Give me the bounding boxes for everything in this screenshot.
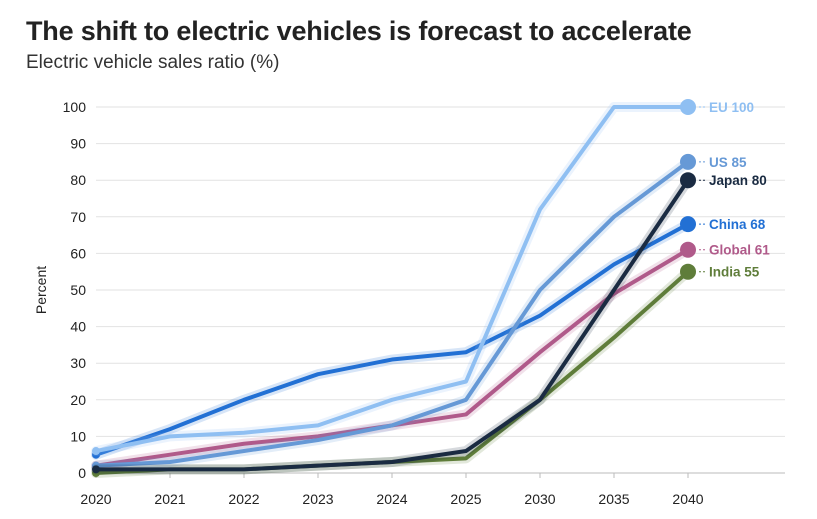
y-axis: 0 10 20 30 40 50 60 70 80 90 100: [63, 99, 87, 481]
y-tick-label: 10: [70, 428, 86, 444]
series-start-point-japan: [92, 465, 100, 474]
x-tick-label: 2025: [450, 491, 481, 507]
series-line-japan: [94, 178, 690, 472]
end-marker-india: [680, 263, 696, 280]
x-tick-label: 2021: [154, 491, 185, 507]
end-marker-china: [680, 216, 696, 233]
x-tick-label: 2030: [524, 491, 555, 507]
series-line-us: [94, 159, 690, 468]
series-line-china: [94, 222, 690, 457]
end-marker-us: [680, 153, 696, 170]
end-marker-japan: [680, 172, 696, 189]
x-tick-label: 2040: [672, 491, 703, 507]
chart-title: The shift to electric vehicles is foreca…: [26, 16, 692, 46]
end-label-global: Global 61: [709, 243, 770, 258]
x-axis: 2020 2021 2022 2023 2024 2025 2030 2035 2040: [80, 473, 704, 507]
end-label-india: India 55: [709, 265, 760, 280]
end-marker-eu: [680, 99, 696, 115]
x-tick-label: 2024: [376, 491, 407, 507]
series-halo-china: [91, 219, 693, 460]
y-tick-label: 80: [70, 172, 86, 188]
y-tick-label: 70: [70, 209, 86, 225]
end-label-us: US 85: [709, 155, 747, 170]
end-labels: EU 100 US 85 Japan 80 China 68 Global 61 Indi…: [699, 100, 770, 280]
grid-lines: [96, 106, 785, 474]
y-tick-label: 20: [70, 392, 86, 408]
y-tick-label: 30: [70, 355, 86, 371]
y-tick-label: 60: [70, 245, 86, 261]
x-tick-label: 2022: [228, 491, 259, 507]
y-tick-label: 40: [70, 319, 86, 335]
end-label-japan: Japan 80: [709, 173, 767, 188]
y-tick-label: 0: [78, 465, 86, 481]
x-tick-label: 2020: [80, 491, 111, 507]
y-axis-label: Percent: [33, 266, 49, 314]
x-tick-label: 2035: [598, 491, 629, 507]
chart-subtitle: Electric vehicle sales ratio (%): [26, 52, 280, 73]
end-marker-global: [680, 241, 696, 258]
end-label-eu: EU 100: [709, 100, 754, 115]
x-tick-label: 2023: [302, 491, 333, 507]
y-tick-label: 50: [70, 282, 86, 298]
series-start-point-eu: [92, 447, 100, 456]
series-lines: [91, 102, 693, 478]
end-label-china: China 68: [709, 217, 766, 232]
end-markers: [680, 99, 696, 280]
series-line-eu: [94, 105, 690, 454]
y-tick-label: 90: [70, 136, 86, 152]
y-tick-label: 100: [63, 99, 87, 115]
